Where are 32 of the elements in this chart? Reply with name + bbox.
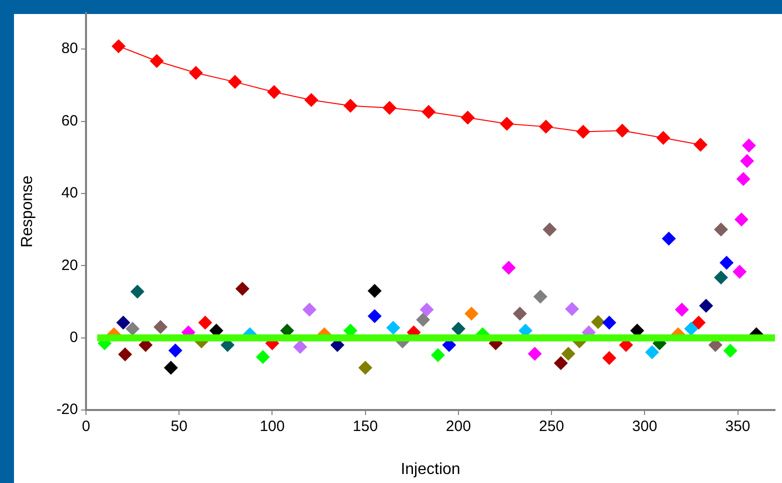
x-tick-label: 0	[82, 418, 90, 436]
x-tick-label: 350	[725, 418, 750, 436]
point	[304, 92, 318, 107]
point	[576, 124, 590, 139]
point	[422, 104, 436, 119]
y-tick-label: -20	[56, 401, 78, 418]
point	[228, 74, 242, 89]
x-tick-label: 100	[260, 418, 285, 436]
x-tick-label: 150	[352, 418, 378, 436]
point	[615, 124, 630, 138]
y-axis-title: Response	[19, 175, 36, 248]
y-tick-label: 20	[61, 256, 78, 274]
point	[500, 116, 514, 131]
point	[460, 110, 475, 125]
point	[267, 85, 282, 100]
point	[382, 100, 397, 115]
x-tick-label: 300	[632, 418, 658, 436]
point	[656, 130, 670, 145]
x-axis-title: Injection	[400, 460, 460, 478]
x-tick-label: 250	[539, 418, 564, 436]
point	[112, 39, 126, 54]
point	[694, 138, 708, 152]
point	[538, 120, 553, 134]
y-tick-label: 0	[70, 328, 78, 346]
point	[150, 54, 164, 68]
point	[188, 66, 203, 80]
x-tick-label: 200	[446, 418, 471, 436]
y-tick-label: 80	[61, 40, 78, 58]
x-tick-label: 50	[170, 418, 188, 436]
point	[343, 98, 358, 113]
y-tick-label: 40	[61, 184, 78, 202]
y-tick-label: 60	[61, 112, 78, 130]
